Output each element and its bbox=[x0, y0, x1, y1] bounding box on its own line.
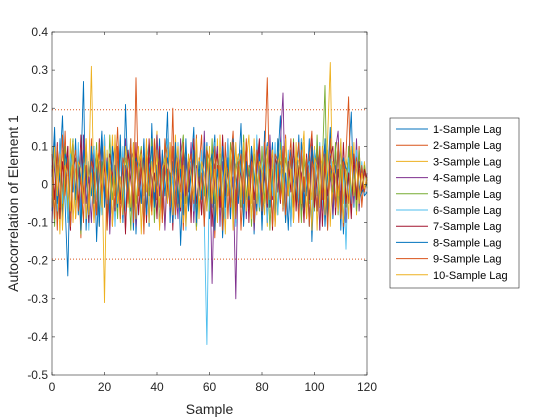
y-tick-label: 0 bbox=[41, 177, 48, 191]
x-axis-ticks: 0 20 40 60 80 100 120 bbox=[49, 32, 377, 394]
legend-label: 4-Sample Lag bbox=[433, 173, 502, 185]
y-tick-label: 0.2 bbox=[31, 101, 48, 115]
legend: 1-Sample Lag 2-Sample Lag 3-Sample Lag 4-Sa… bbox=[389, 117, 520, 289]
x-tick-label: 120 bbox=[357, 380, 377, 394]
series-lines bbox=[51, 62, 368, 345]
x-tick-label: 80 bbox=[255, 380, 269, 394]
x-tick-label: 60 bbox=[203, 380, 217, 394]
legend-label: 7-Sample Lag bbox=[433, 221, 502, 233]
legend-label: 2-Sample Lag bbox=[433, 140, 502, 152]
legend-label: 6-Sample Lag bbox=[433, 205, 502, 217]
x-tick-label: 20 bbox=[98, 380, 112, 394]
series-line-10 bbox=[51, 134, 368, 231]
y-tick-label: -0.4 bbox=[27, 330, 48, 344]
x-tick-label: 40 bbox=[150, 380, 164, 394]
legend-box bbox=[389, 117, 520, 289]
legend-label: 10-Sample Lag bbox=[433, 270, 508, 282]
legend-label: 3-Sample Lag bbox=[433, 156, 502, 168]
x-axis-label: Sample bbox=[186, 401, 234, 417]
y-axis-label: Autocorrelation of Element 1 bbox=[5, 115, 21, 292]
y-tick-label: -0.1 bbox=[27, 216, 48, 230]
y-axis-ticks: -0.5 -0.4 -0.3 -0.2 -0.1 0 0.1 0.2 0.3 0.4 bbox=[27, 25, 367, 382]
legend-label: 8-Sample Lag bbox=[433, 237, 502, 249]
y-tick-label: 0.1 bbox=[31, 139, 48, 153]
legend-label: 9-Sample Lag bbox=[433, 254, 502, 266]
y-tick-label: 0.3 bbox=[31, 63, 48, 77]
y-tick-label: 0.4 bbox=[31, 25, 48, 39]
y-tick-label: -0.5 bbox=[27, 368, 48, 382]
legend-label: 5-Sample Lag bbox=[433, 189, 502, 201]
y-tick-label: -0.3 bbox=[27, 292, 48, 306]
x-tick-label: 0 bbox=[49, 380, 56, 394]
legend-label: 1-Sample Lag bbox=[433, 124, 502, 136]
y-tick-label: -0.2 bbox=[27, 254, 48, 268]
x-tick-label: 100 bbox=[304, 380, 324, 394]
